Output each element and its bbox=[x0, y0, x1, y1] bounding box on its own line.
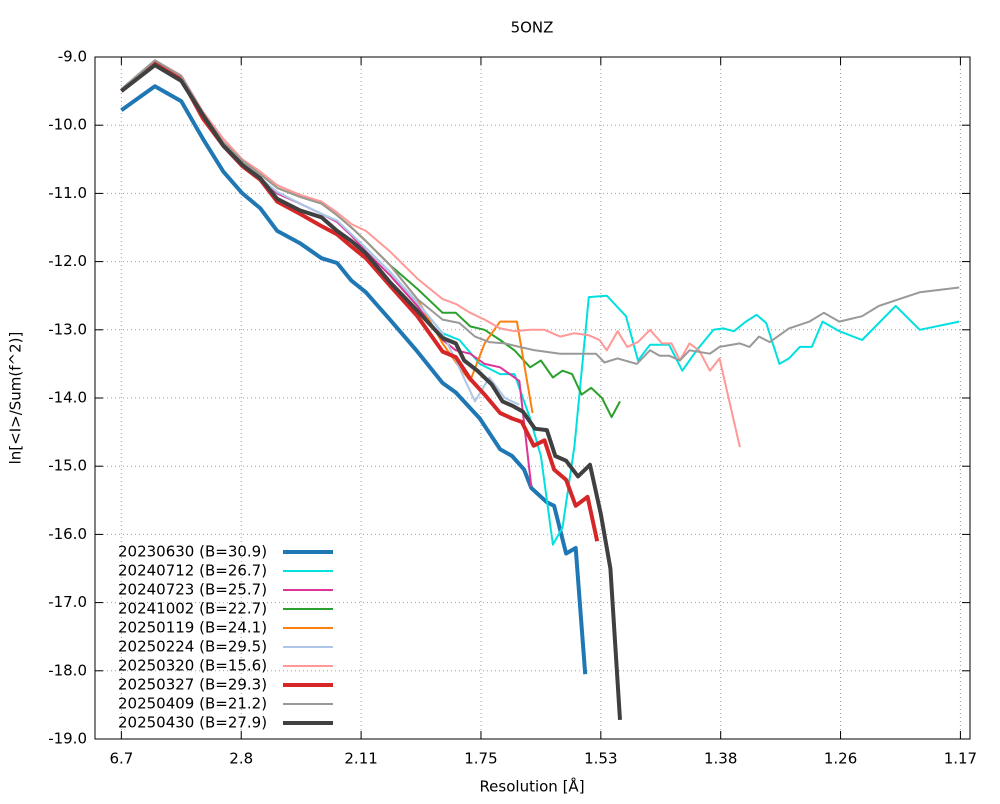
chart-title: 5ONZ bbox=[511, 19, 554, 37]
data-line bbox=[120, 84, 588, 675]
legend-label: 20250224 (B=29.5) bbox=[118, 638, 267, 656]
legend-label: 20250409 (B=21.2) bbox=[118, 695, 267, 713]
y-tick-label: -19.0 bbox=[48, 730, 87, 748]
data-line bbox=[120, 59, 741, 448]
y-tick-label: -11.0 bbox=[48, 184, 87, 202]
data-line bbox=[120, 59, 960, 365]
legend-label: 20250119 (B=24.1) bbox=[118, 619, 267, 637]
x-tick-label: 1.53 bbox=[584, 750, 617, 768]
data-line bbox=[120, 63, 622, 721]
y-tick-label: -12.0 bbox=[48, 252, 87, 270]
legend-label: 20250327 (B=29.3) bbox=[118, 676, 267, 694]
y-tick-label: -10.0 bbox=[48, 116, 87, 134]
legend-label: 20240723 (B=25.7) bbox=[118, 581, 267, 599]
x-tick-label: 1.26 bbox=[824, 750, 857, 768]
legend-label: 20250430 (B=27.9) bbox=[118, 714, 267, 732]
y-tick-label: -18.0 bbox=[48, 661, 87, 679]
y-axis-label: ln[<I>/Sum(f^2)] bbox=[7, 332, 25, 465]
x-axis-label: Resolution [Å] bbox=[479, 777, 584, 796]
y-tick-label: -9.0 bbox=[58, 48, 87, 66]
y-tick-label: -17.0 bbox=[48, 593, 87, 611]
legend-label: 20230630 (B=30.9) bbox=[118, 543, 267, 561]
x-tick-label: 1.17 bbox=[944, 750, 977, 768]
x-tick-label: 2.11 bbox=[344, 750, 377, 768]
x-tick-label: 1.38 bbox=[704, 750, 737, 768]
legend-label: 20241002 (B=22.7) bbox=[118, 600, 267, 618]
x-tick-label: 1.75 bbox=[464, 750, 497, 768]
legend-label: 20250320 (B=15.6) bbox=[118, 657, 267, 675]
plot-frame bbox=[94, 56, 971, 740]
y-tick-label: -13.0 bbox=[48, 320, 87, 338]
legend-label: 20240712 (B=26.7) bbox=[118, 562, 267, 580]
x-tick-label: 6.7 bbox=[109, 750, 133, 768]
y-tick-label: -14.0 bbox=[48, 389, 87, 407]
x-tick-label: 2.8 bbox=[229, 750, 253, 768]
y-tick-label: -15.0 bbox=[48, 457, 87, 475]
y-tick-label: -16.0 bbox=[48, 525, 87, 543]
